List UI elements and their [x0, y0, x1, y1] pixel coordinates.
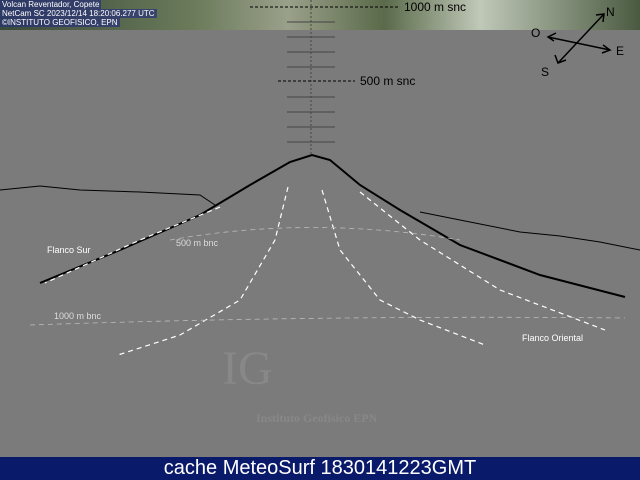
horizon-ridge — [0, 185, 640, 251]
watermark-ig: IG — [222, 342, 273, 395]
flow-paths — [29, 186, 626, 356]
watermark-logo: IG Instituto Geofísico EPN — [222, 345, 377, 426]
compass-arrows — [546, 13, 612, 64]
caption-line3: ©INSTITUTO GEOFISICO, EPN — [0, 18, 120, 27]
label-flanco-sur: Flanco Sur — [47, 245, 91, 255]
watermark-name: Instituto Geofísico EPN — [256, 411, 378, 425]
label-1000-snc: 1000 m snc — [404, 0, 467, 14]
compass-south: S — [541, 65, 550, 79]
caption-line2: NetCam SC 2023/12/14 18:20:06.277 UTC — [0, 9, 157, 18]
label-500-snc: 500 m snc — [360, 74, 416, 88]
caption: Volcan Reventador, Copete NetCam SC 2023… — [0, 0, 157, 27]
footer-banner: cache MeteoSurf 1830141223GMT — [0, 457, 640, 480]
caption-line1: Volcan Reventador, Copete — [0, 0, 102, 9]
compass-west: O — [531, 26, 541, 40]
compass-north: N — [606, 5, 615, 19]
label-1000-bnc: 1000 m bnc — [54, 311, 102, 321]
label-500-bnc: 500 m bnc — [176, 238, 219, 248]
label-flanco-oriental: Flanco Oriental — [522, 333, 584, 343]
compass-east: E — [616, 44, 625, 58]
altitude-scale — [250, 0, 400, 155]
